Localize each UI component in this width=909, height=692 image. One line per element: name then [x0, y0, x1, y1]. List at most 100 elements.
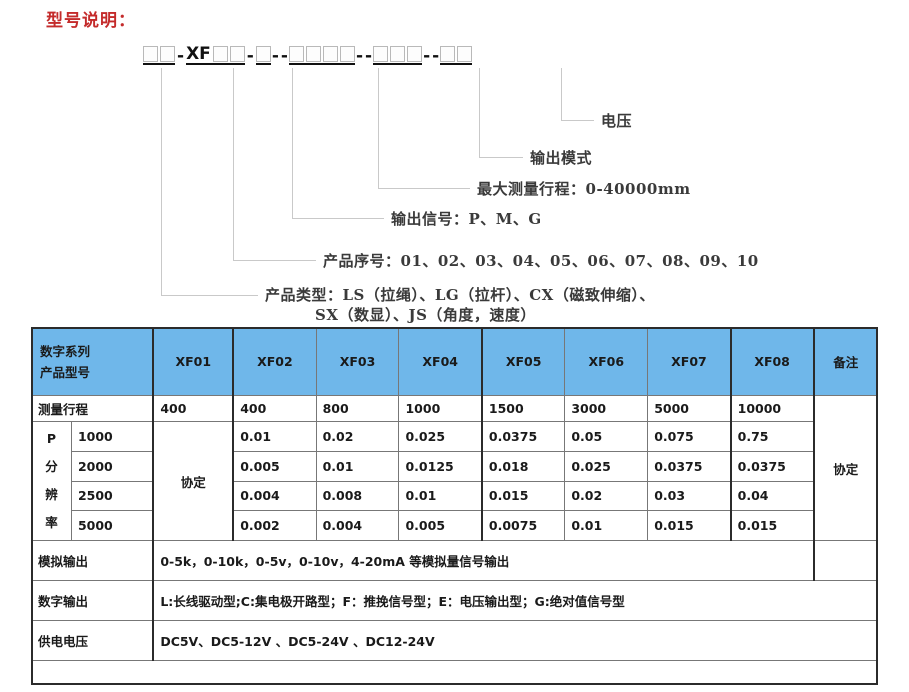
cell-res-5000-xf05: 0.0075: [480, 510, 566, 541]
leader-line-output-signal: [292, 68, 293, 218]
leader-line-product-type-arm: [161, 295, 258, 296]
spec-table: 数字系列 产品型号 XF01 XF02 XF03 XF04 XF05 XF06 …: [31, 327, 879, 661]
code-group-voltage: [440, 46, 473, 65]
code-separator: -: [271, 46, 279, 66]
cell-res-1000-xf05: 0.0375: [480, 421, 566, 452]
code-group-output-signal: [255, 46, 271, 65]
resolution-label-char: 率: [45, 515, 58, 530]
code-box: [288, 46, 304, 62]
leader-label-output-mode: 输出模式: [530, 149, 593, 167]
cell-range-xf05: 1500: [480, 395, 566, 422]
cell-res-2000-xf04: 0.0125: [398, 450, 483, 482]
leader-line-output-mode: [479, 68, 480, 157]
cell-range-xf01: 400: [152, 395, 234, 422]
header-model-xf06: XF06: [564, 327, 649, 396]
leader-label-product-serial: 产品序号：01、02、03、04、05、06、07、08、09、10: [323, 252, 759, 270]
code-group-max-range: [288, 46, 355, 65]
table-row-resolution-2000: 2000 0.005 0.01 0.0125 0.018 0.025 0.037…: [32, 450, 878, 482]
header-corner: 数字系列 产品型号: [31, 327, 154, 396]
row-label-measuring-range: 测量行程: [31, 395, 154, 422]
leader-label-output-signal: 输出信号：P、M、G: [391, 210, 542, 228]
code-box: [160, 46, 175, 62]
leader-line-output-mode-arm: [479, 157, 523, 158]
cell-res-5000-xf02: 0.002: [232, 510, 317, 541]
cell-res-2500-xf05: 0.015: [480, 480, 566, 512]
header-model-xf02: XF02: [232, 327, 317, 396]
table-row-digital-output: 数字输出 L:长线驱动型;C:集电极开路型；F：推挽信号型；E：电压输出型；G:…: [31, 580, 879, 621]
leader-label-product-type: 产品类型：LS（拉绳）、LG（拉杆）、CX（磁致伸缩）、 SX（数显）、JS（角…: [265, 285, 655, 325]
table-row-measuring-range: 测量行程 400 400 800 1000 1500 3000 5000 100…: [31, 395, 878, 541]
cell-res-2000-xf05: 0.018: [480, 450, 566, 482]
leader-line-output-signal-arm: [292, 218, 384, 219]
leader-line-voltage-arm: [561, 120, 594, 121]
cell-res-2500-xf02: 0.004: [232, 480, 317, 512]
code-group-product-type: [143, 46, 175, 65]
cell-res-2000-xf02: 0.005: [232, 450, 317, 482]
header-remark: 备注: [812, 327, 878, 396]
code-box: [212, 46, 228, 62]
row-label-power-supply: 供电电压: [31, 620, 154, 661]
code-group-output-mode: [373, 46, 423, 65]
cell-res-1000-xf04: 0.025: [398, 421, 483, 452]
leader-line-max-range: [378, 68, 379, 188]
leader-line-product-type: [161, 68, 162, 295]
code-box: [373, 46, 389, 62]
cell-range-xf07: 5000: [647, 395, 732, 422]
cell-res-2000-xf07: 0.0375: [647, 450, 732, 482]
code-separator: -: [280, 46, 288, 66]
table-row-resolution-5000: 5000 0.002 0.004 0.005 0.0075 0.01 0.015…: [32, 510, 878, 541]
code-separator: -: [432, 46, 440, 66]
cell-range-xf03: 800: [315, 395, 400, 422]
cell-range-xf04: 1000: [398, 395, 483, 422]
header-model-xf03: XF03: [315, 327, 400, 396]
table-row-analog-output: 模拟输出 0-5k，0-10k，0-5v，0-10v，4-20mA 等模拟量信号…: [31, 540, 878, 581]
cell-res-1000-xf07: 0.075: [647, 421, 732, 452]
cell-pulse-5000: 5000: [70, 510, 154, 541]
cell-analog-output-remark: [812, 540, 878, 581]
row-label-analog-output: 模拟输出: [31, 540, 154, 581]
code-box: [322, 46, 338, 62]
cell-res-5000-xf06: 0.01: [564, 510, 649, 541]
resolution-label-char: 辨: [45, 487, 58, 502]
cell-res-1000-xf03: 0.02: [315, 421, 400, 452]
cell-res-2500-xf08: 0.04: [729, 480, 815, 512]
cell-res-2000-xf06: 0.025: [564, 450, 649, 482]
cell-analog-output-value: 0-5k，0-10k，0-5v，0-10v，4-20mA 等模拟量信号输出: [152, 540, 815, 581]
header-corner-line2: 产品型号: [40, 364, 91, 380]
cell-res-2000-xf03: 0.01: [315, 450, 400, 482]
cell-res-5000-xf08: 0.015: [729, 510, 815, 541]
cell-pulse-2000: 2000: [70, 450, 154, 482]
code-separator: -: [423, 46, 431, 66]
header-model-xf01: XF01: [152, 327, 234, 396]
cell-res-5000-xf04: 0.005: [398, 510, 483, 541]
leader-line-product-serial: [233, 68, 234, 260]
table-row-resolution-1000: P 分 辨 率 1000 协定 0.01 0.02 0.025 0.0375 0…: [31, 421, 878, 541]
table-row-power-supply: 供电电压 DC5V、DC5-12V 、DC5-24V 、DC12-24V: [31, 620, 879, 661]
code-box: [440, 46, 456, 62]
cell-remark-merged: 协定: [812, 395, 878, 541]
cell-res-2000-xf08: 0.0375: [729, 450, 815, 482]
leader-line-voltage: [561, 68, 562, 120]
cell-res-2500-xf03: 0.008: [315, 480, 400, 512]
code-box: [255, 46, 271, 62]
code-prefix-xf: XF: [186, 44, 211, 64]
header-model-xf07: XF07: [647, 327, 732, 396]
cell-range-xf08: 10000: [729, 395, 815, 422]
code-separator: -: [246, 46, 254, 66]
cell-digital-output-value: L:长线驱动型;C:集电极开路型；F：推挽信号型；E：电压输出型；G:绝对值信号…: [152, 580, 879, 621]
leader-label-max-range: 最大测量行程：0-40000mm: [477, 180, 691, 198]
cell-res-2500-xf07: 0.03: [647, 480, 732, 512]
header-model-xf05: XF05: [480, 327, 566, 396]
code-box: [407, 46, 423, 62]
header-corner-line1: 数字系列: [40, 343, 91, 359]
cell-res-2500-xf04: 0.01: [398, 480, 483, 512]
leader-line-max-range-arm: [378, 188, 470, 189]
cell-power-supply-value: DC5V、DC5-12V 、DC5-24V 、DC12-24V: [152, 620, 879, 661]
cell-range-xf06: 3000: [564, 395, 649, 422]
code-separator: -: [365, 46, 373, 66]
cell-res-5000-xf07: 0.015: [647, 510, 732, 541]
leader-label-voltage: 电压: [601, 112, 633, 130]
cell-res-1000-xf02: 0.01: [232, 421, 317, 452]
resolution-label-char: 分: [45, 459, 58, 474]
page-title: 型号说明：: [46, 11, 136, 31]
